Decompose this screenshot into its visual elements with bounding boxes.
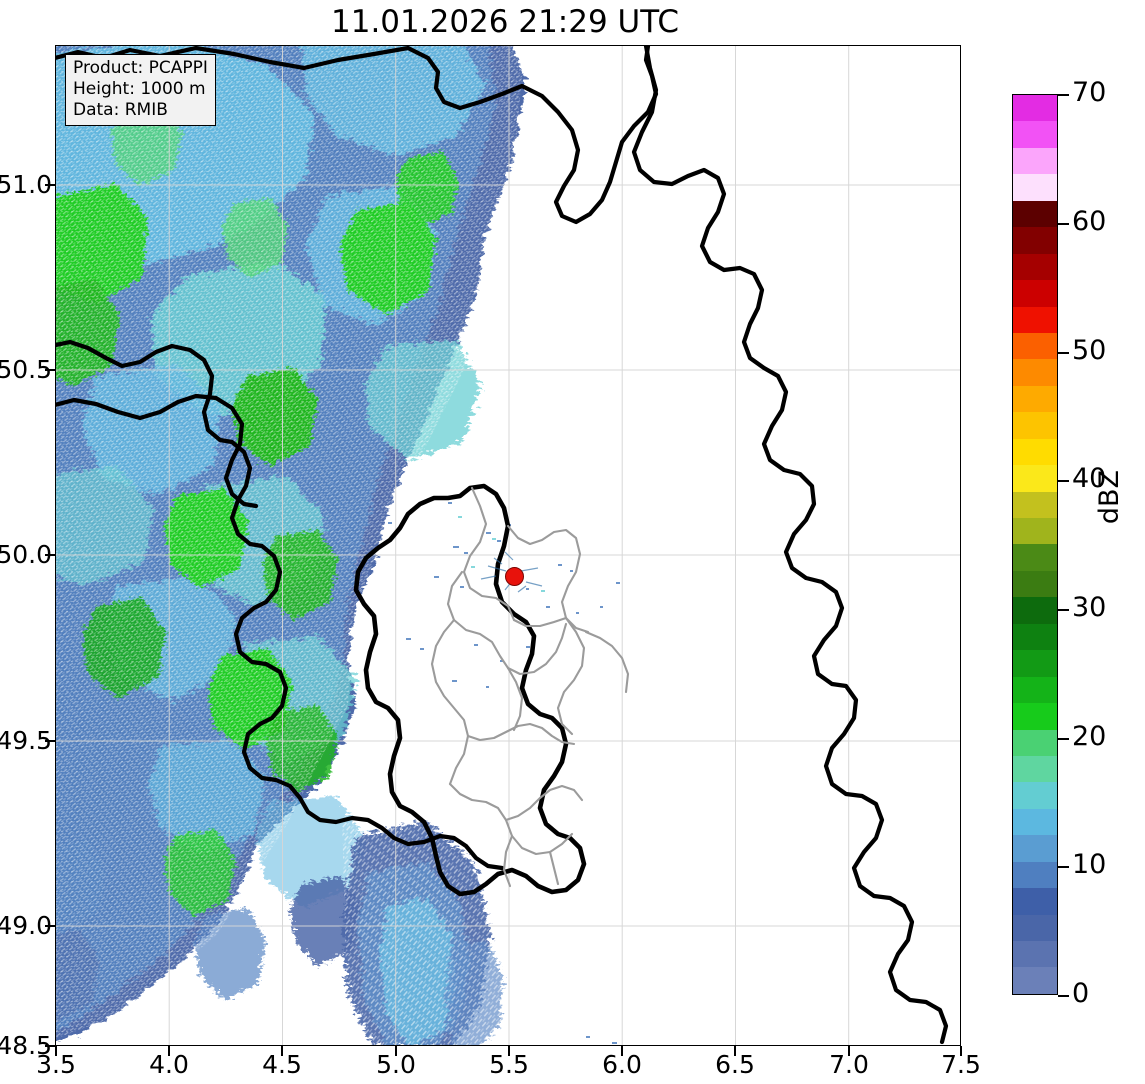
radar-map-svg [56, 46, 960, 1045]
colorbar-band-15 [1013, 491, 1057, 518]
colorbar-tick [1058, 223, 1069, 225]
colorbar-band-6 [1013, 253, 1057, 281]
colorbar-band-23 [1013, 703, 1057, 730]
colorbar-band-7 [1013, 280, 1057, 307]
colorbar-tick [1058, 480, 1069, 482]
x-axis-label-7-5: 7.5 [941, 1050, 981, 1079]
country-borders [56, 46, 949, 1045]
x-tick-mark [734, 1046, 736, 1056]
colorbar-band-13 [1013, 438, 1057, 466]
colorbar-band-17 [1013, 544, 1057, 571]
x-axis-label-5-0: 5.0 [376, 1050, 416, 1079]
colorbar-band-22 [1013, 676, 1057, 704]
x-axis-label-3-5: 3.5 [36, 1050, 76, 1079]
colorbar-label-50: 50 [1072, 335, 1107, 366]
x-tick-mark [395, 1046, 397, 1056]
colorbar-label-30: 30 [1072, 592, 1107, 623]
y-tick-mark [45, 369, 55, 371]
colorbar-band-30 [1013, 888, 1057, 915]
info-data-line: Data: RMIB [73, 100, 168, 120]
colorbar-band-32 [1013, 941, 1057, 968]
colorbar-label-70: 70 [1072, 77, 1107, 108]
district-borders [430, 486, 630, 888]
colorbar[interactable] [1012, 94, 1058, 995]
colorbar-band-31 [1013, 914, 1057, 941]
y-tick-mark [45, 740, 55, 742]
colorbar-tick [1058, 94, 1069, 96]
product-info-box: Product: PCAPPI Height: 1000 m Data: RMI… [65, 54, 216, 126]
colorbar-band-29 [1013, 861, 1057, 889]
x-tick-mark [848, 1046, 850, 1056]
colorbar-band-24 [1013, 729, 1057, 756]
x-axis-label-7-0: 7.0 [829, 1050, 869, 1079]
colorbar-tick [1058, 352, 1069, 354]
x-axis-label-5-5: 5.5 [489, 1050, 529, 1079]
colorbar-band-12 [1013, 412, 1057, 439]
x-tick-mark [508, 1046, 510, 1056]
map-plot-area[interactable]: Product: PCAPPI Height: 1000 m Data: RMI… [55, 45, 961, 1046]
info-product-line: Product: PCAPPI [73, 58, 208, 78]
info-height-line: Height: 1000 m [73, 79, 206, 99]
colorbar-label-0: 0 [1072, 978, 1090, 1009]
y-axis-label-50-5: 50.5 [0, 355, 52, 384]
colorbar-axis-title: dBZ [1094, 470, 1125, 525]
colorbar-label-40: 40 [1072, 463, 1107, 494]
colorbar-label-20: 20 [1072, 721, 1107, 752]
colorbar-band-28 [1013, 835, 1057, 862]
colorbar-label-10: 10 [1072, 849, 1107, 880]
colorbar-tick [1058, 995, 1069, 997]
colorbar-band-20 [1013, 623, 1057, 651]
colorbar-band-18 [1013, 570, 1057, 598]
y-axis-label-50-0: 50.0 [0, 540, 52, 569]
x-axis-label-6-0: 6.0 [602, 1050, 642, 1079]
colorbar-tick [1058, 609, 1069, 611]
page-title: 11.01.2026 21:29 UTC [331, 4, 679, 40]
colorbar-tick [1058, 738, 1069, 740]
y-tick-mark [45, 184, 55, 186]
colorbar-band-11 [1013, 385, 1057, 413]
colorbar-band-33 [1013, 967, 1057, 994]
x-tick-mark [960, 1046, 962, 1056]
colorbar-tick [1058, 866, 1069, 868]
x-tick-mark [621, 1046, 623, 1056]
colorbar-band-4 [1013, 200, 1057, 228]
radar-reflectivity-layer [56, 46, 620, 1045]
radar-site-marker[interactable] [505, 567, 524, 586]
map-canvas: Product: PCAPPI Height: 1000 m Data: RMI… [56, 46, 960, 1045]
x-tick-mark [281, 1046, 283, 1056]
colorbar-band-25 [1013, 755, 1057, 783]
colorbar-label-60: 60 [1072, 206, 1107, 237]
y-axis-label-51-0: 51.0 [0, 170, 52, 199]
x-axis-label-6-5: 6.5 [715, 1050, 755, 1079]
radar-site-spokes [480, 551, 543, 593]
colorbar-band-19 [1013, 597, 1057, 624]
x-axis-label-4-5: 4.5 [262, 1050, 302, 1079]
colorbar-band-27 [1013, 808, 1057, 836]
x-axis-label-4-0: 4.0 [149, 1050, 189, 1079]
x-tick-mark [168, 1046, 170, 1056]
colorbar-band-26 [1013, 782, 1057, 809]
colorbar-band-1 [1013, 121, 1057, 148]
colorbar-band-8 [1013, 306, 1057, 333]
colorbar-band-14 [1013, 465, 1057, 492]
y-axis-label-49-0: 49.0 [0, 911, 52, 940]
y-axis-label-49-5: 49.5 [0, 726, 52, 755]
colorbar-band-2 [1013, 147, 1057, 175]
colorbar-band-0 [1013, 95, 1057, 122]
colorbar-band-9 [1013, 332, 1057, 360]
x-tick-mark [55, 1046, 57, 1056]
isolated-echo-pixels [356, 502, 620, 1044]
colorbar-band-16 [1013, 518, 1057, 545]
colorbar-band-5 [1013, 227, 1057, 254]
y-tick-mark [45, 554, 55, 556]
y-axis-label-48-5: 48.5 [0, 1031, 52, 1060]
colorbar-band-3 [1013, 174, 1057, 201]
colorbar-band-21 [1013, 650, 1057, 677]
y-tick-mark [45, 1045, 55, 1047]
colorbar-band-10 [1013, 359, 1057, 386]
y-tick-mark [45, 925, 55, 927]
